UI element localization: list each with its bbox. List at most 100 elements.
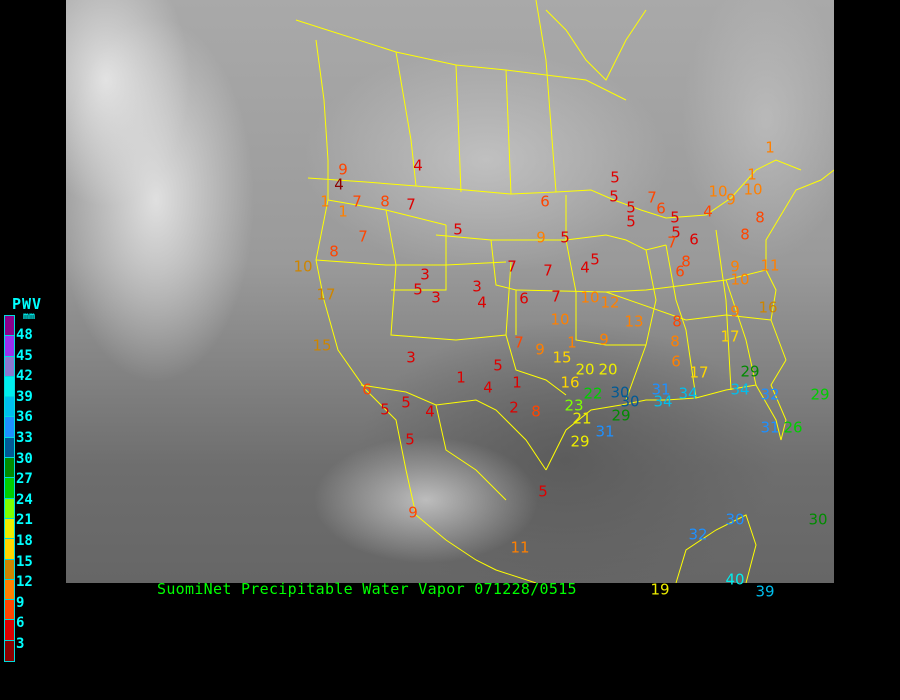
station-pwv-value: 17 [316,285,336,304]
station-pwv-value: 7 [507,257,517,276]
station-pwv-value: 7 [667,233,677,252]
station-pwv-value: 5 [405,430,415,449]
station-pwv-value: 8 [755,208,765,227]
state-line [505,69,512,195]
station-pwv-value: 32 [760,385,780,404]
station-pwv-value: 11 [760,256,780,275]
state-line [315,259,507,266]
satellite-map [66,0,834,583]
station-pwv-value: 21 [572,409,592,428]
station-pwv-value: 40 [725,570,745,589]
state-line [395,51,417,187]
station-pwv-value: 5 [626,198,636,217]
legend-swatch [5,316,14,337]
station-pwv-value: 31 [595,422,615,441]
station-pwv-value: 29 [740,362,760,381]
station-pwv-value: 8 [670,332,680,351]
state-line [385,209,512,341]
station-pwv-value: 11 [510,538,530,557]
west-coast [315,39,417,516]
legend-tick-label: 33 [16,430,33,446]
hudson-bay [545,9,647,81]
station-pwv-value: 5 [670,208,680,227]
station-pwv-value: 17 [720,327,740,346]
station-pwv-value: 16 [758,298,778,317]
station-pwv-value: 5 [609,187,619,206]
station-pwv-value: 17 [689,363,709,382]
station-pwv-value: 7 [358,227,368,246]
legend-swatch [5,478,14,499]
station-pwv-value: 7 [551,287,561,306]
station-pwv-value: 12 [600,293,620,312]
legend-swatch [5,518,14,540]
station-pwv-value: 7 [514,333,524,352]
station-pwv-value: 29 [611,406,631,425]
legend-swatch [5,356,14,377]
station-pwv-value: 9 [730,257,740,276]
station-pwv-value: 2 [509,398,519,417]
station-pwv-value: 5 [401,393,411,412]
station-pwv-value: 6 [671,352,681,371]
station-pwv-value: 5 [560,228,570,247]
legend-swatch [5,620,14,641]
yucatan [675,514,757,583]
station-pwv-value: 7 [406,195,416,214]
station-pwv-value: 9 [730,302,740,321]
legend-swatch [5,579,14,601]
canada-province-line [535,0,557,193]
map-caption: SuomiNet Precipitable Water Vapor 071228… [157,580,577,598]
state-line [391,225,447,291]
state-line [491,234,667,251]
political-borders [295,0,834,583]
station-pwv-value: 16 [560,373,580,392]
legend-swatch [5,640,14,662]
station-pwv-value: 9 [338,160,348,179]
station-pwv-value: 34 [678,384,698,403]
station-pwv-value: 3 [406,348,416,367]
station-pwv-value: 3 [431,288,441,307]
station-pwv-value: 15 [312,336,332,355]
station-pwv-value: 30 [620,392,640,411]
station-pwv-value: 10 [708,182,728,201]
station-pwv-value: 8 [740,225,750,244]
state-line [665,244,697,399]
legend-swatch [5,458,14,479]
station-pwv-value: 6 [362,380,372,399]
station-pwv-value: 32 [688,525,708,544]
state-line [625,249,657,401]
station-pwv-value: 5 [380,400,390,419]
state-line [725,279,757,386]
legend-tick-label: 9 [16,594,25,611]
station-pwv-value: 6 [675,262,685,281]
station-pwv-value: 10 [550,310,570,329]
station-pwv-value: 9 [726,190,736,209]
station-pwv-value: 29 [570,432,590,451]
legend-tick-label: 42 [16,368,33,385]
station-pwv-value: 1 [320,192,330,211]
station-pwv-value: 20 [598,360,618,379]
gulf-coast [545,359,787,471]
legend-tick-label: 30 [16,450,33,467]
station-pwv-value: 10 [293,257,313,276]
station-pwv-value: 4 [334,175,344,194]
east-coast [765,169,834,361]
state-line [565,195,646,346]
station-pwv-value: 8 [531,402,541,421]
station-pwv-value: 15 [552,348,572,367]
station-pwv-value: 8 [380,192,390,211]
station-pwv-value: 8 [329,242,339,261]
station-pwv-value: 20 [575,360,595,379]
legend-swatch [5,600,14,621]
station-pwv-value: 6 [656,199,666,218]
station-pwv-value: 34 [730,380,750,399]
canada-province-line [295,19,627,101]
station-pwv-value: 4 [425,402,435,421]
legend-swatch [5,417,14,438]
station-pwv-value: 31 [760,418,780,437]
station-pwv-value: 6 [540,192,550,211]
state-line [515,269,767,293]
state-line [455,64,462,193]
station-pwv-value: 39 [755,582,775,601]
legend-swatch [5,437,14,459]
station-pwv-value: 7 [352,192,362,211]
